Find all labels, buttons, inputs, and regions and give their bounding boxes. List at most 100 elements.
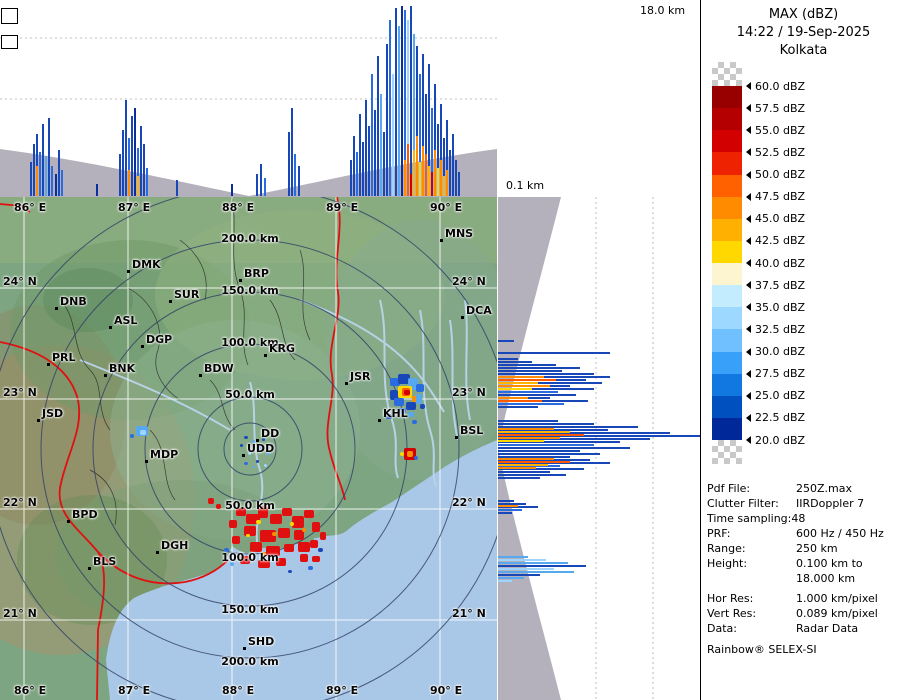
echo [416, 394, 422, 404]
echo [431, 172, 433, 196]
legend-swatch [712, 285, 742, 308]
legend-swatch [712, 196, 742, 220]
info-label: Vert Res: [707, 607, 757, 620]
echo [498, 559, 546, 561]
echo [404, 10, 406, 196]
info-value: Radar Data [796, 622, 859, 635]
echo [252, 440, 255, 443]
echo [128, 170, 130, 196]
echo [140, 430, 146, 435]
echo [266, 546, 280, 556]
echo [498, 370, 562, 372]
echo [498, 438, 650, 440]
legend-tick-icon [746, 369, 751, 378]
legend-swatch [712, 417, 742, 441]
echo [498, 468, 584, 470]
echo [398, 408, 406, 414]
echo [416, 384, 424, 392]
echo [419, 162, 421, 196]
echo [498, 397, 528, 399]
echo [55, 174, 57, 196]
echo [395, 8, 397, 196]
echo [312, 522, 320, 532]
legend-label: 42.5 dBZ [755, 234, 806, 248]
echo [406, 402, 416, 410]
legend-tick-icon [746, 413, 751, 422]
echo [498, 400, 588, 402]
echo [176, 180, 178, 196]
echo [498, 441, 620, 443]
legend-tick-icon [746, 236, 751, 245]
echo [498, 447, 630, 449]
echo [398, 26, 400, 196]
echo [131, 116, 133, 196]
legend-sidebar: MAX (dBZ) 14:22 / 19-Sep-2025 Kolkata 60… [700, 0, 906, 700]
echo [449, 150, 451, 196]
echo [96, 184, 98, 196]
terrain-patch [43, 268, 133, 332]
echo [310, 540, 318, 548]
echo [422, 146, 424, 196]
legend-label: 45.0 dBZ [755, 212, 806, 226]
echo [498, 382, 538, 384]
legend-label: 27.5 dBZ [755, 367, 806, 381]
echo [320, 532, 326, 540]
echo [288, 132, 290, 196]
info-label: Data: [707, 622, 737, 635]
echo [266, 452, 270, 455]
echo [416, 46, 418, 196]
echo [146, 168, 148, 196]
legend-tick-icon [746, 126, 751, 135]
legend-swatch [712, 240, 742, 264]
echo [392, 74, 394, 196]
echo [437, 124, 439, 196]
echo [125, 100, 127, 196]
echo [410, 174, 412, 196]
echo [58, 150, 60, 196]
echo [122, 130, 124, 196]
echo [498, 440, 544, 442]
echo [498, 434, 584, 436]
echo [248, 452, 251, 455]
terrain-patch [325, 220, 497, 480]
echo [498, 512, 512, 514]
echo [498, 391, 558, 393]
echo [407, 451, 413, 457]
echo [446, 120, 448, 196]
echo [264, 464, 267, 467]
echo [39, 152, 41, 196]
echo [377, 56, 379, 196]
echo [256, 460, 259, 463]
echo [498, 428, 554, 430]
echo [318, 548, 323, 552]
echo [498, 420, 558, 422]
echo [394, 398, 404, 406]
echo-bars-right [498, 340, 700, 582]
legend-label-row: 47.5 dBZ [746, 190, 805, 204]
legend-label: 50.0 dBZ [755, 168, 806, 181]
echo [416, 136, 418, 196]
legend-label-row: 42.5 dBZ [746, 234, 805, 248]
legend-checker [712, 440, 742, 464]
echo [437, 168, 439, 196]
echo [368, 126, 370, 196]
echo [498, 406, 538, 408]
map-panel [0, 197, 497, 700]
echo [291, 108, 293, 196]
echo [407, 20, 409, 196]
legend-tick-icon [746, 391, 751, 400]
legend-label-row: 32.5 dBZ [746, 322, 805, 336]
info-value: 600 Hz / 450 Hz [796, 527, 884, 540]
echo [404, 390, 410, 395]
echo [410, 6, 412, 196]
echo [262, 552, 266, 556]
legend-tick-icon [746, 281, 751, 290]
echo [383, 132, 385, 196]
echo [498, 437, 560, 439]
legend-label-row: 57.5 dBZ [746, 101, 805, 115]
echo [498, 500, 514, 502]
echo [33, 144, 35, 196]
echo [386, 44, 388, 196]
echo [452, 134, 454, 196]
echo [498, 423, 594, 425]
